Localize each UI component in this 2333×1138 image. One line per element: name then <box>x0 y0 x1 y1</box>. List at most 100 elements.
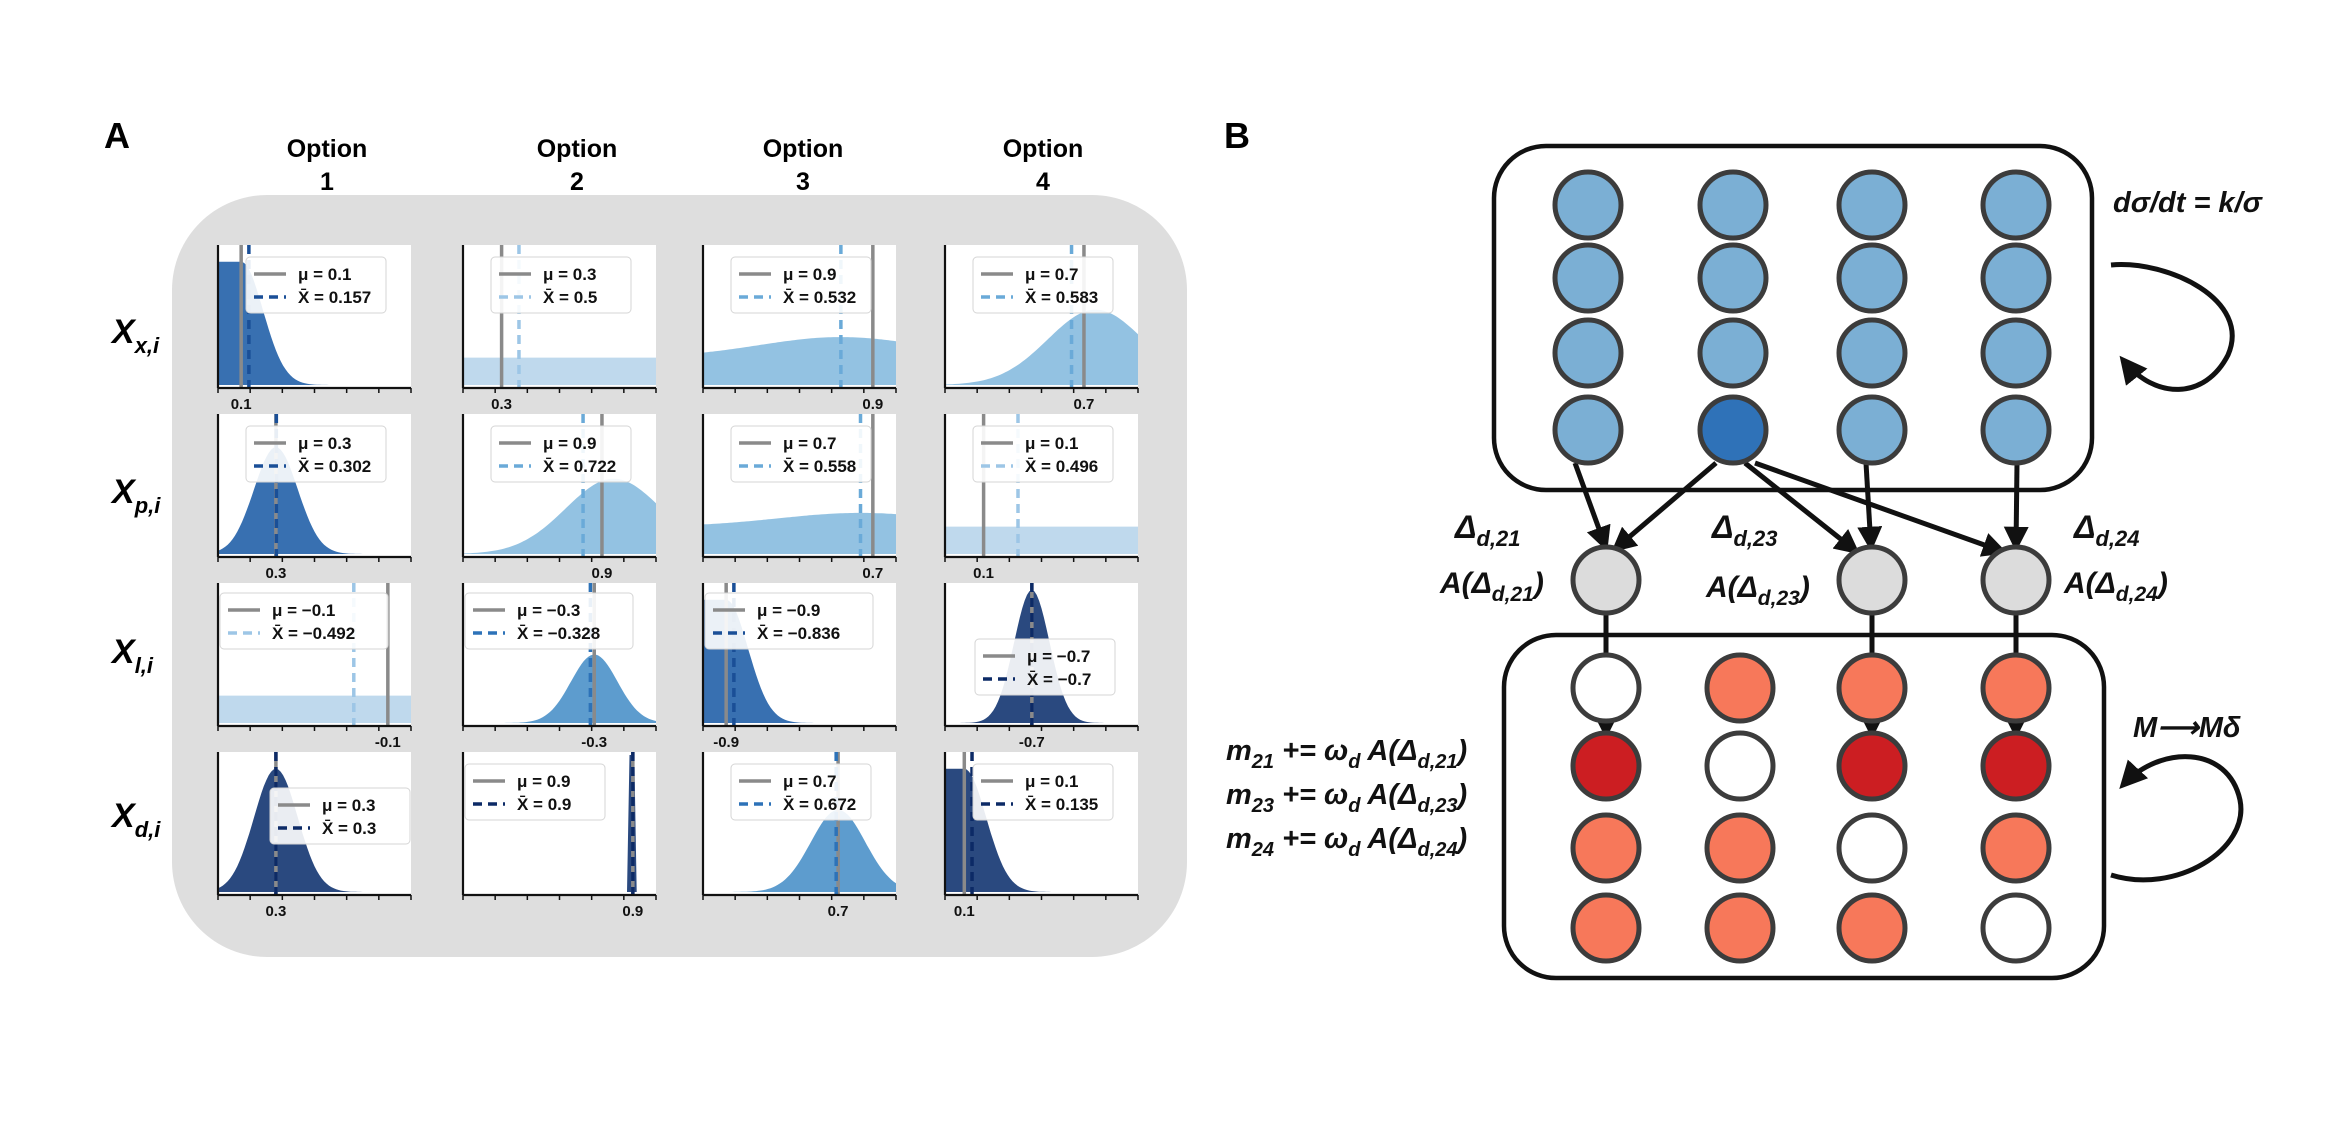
legend-box <box>974 638 1116 696</box>
distribution-cell: 0.1 μ = 0.1 X̄ = 0.135 <box>943 752 1139 920</box>
legend: μ = 0.3 X̄ = 0.3 <box>269 787 411 845</box>
top-node <box>1980 317 2052 389</box>
legend-xbar-text: X̄ = 0.157 <box>298 288 371 307</box>
legend-xbar-text: X̄ = −0.7 <box>1027 670 1091 689</box>
legend-mu-text: μ = 0.7 <box>783 434 836 453</box>
legend-xbar-text: X̄ = 0.532 <box>783 288 856 307</box>
panel-b-label: B <box>1224 115 1250 156</box>
column-header: Option 2 <box>537 135 618 196</box>
distribution-cell: 0.7 μ = 0.7 X̄ = 0.583 <box>943 245 1139 413</box>
memory-node <box>1836 812 1908 884</box>
legend-xbar-text: X̄ = 0.302 <box>298 457 371 476</box>
legend: μ = 0.9 X̄ = 0.722 <box>490 425 632 483</box>
bottom-update-rule: M⟶Mδ <box>2133 712 2241 744</box>
top-node <box>1697 242 1769 314</box>
connection-arrow <box>1754 460 2008 557</box>
legend-mu-text: μ = 0.9 <box>543 434 596 453</box>
legend: μ = −0.7 X̄ = −0.7 <box>974 638 1116 696</box>
difference-node <box>1836 544 1908 616</box>
tick-label: 0.1 <box>231 396 252 413</box>
tick-label: 0.1 <box>954 903 975 920</box>
legend-box <box>219 592 389 650</box>
top-node-grid <box>1552 169 2052 466</box>
row-labels: Xx,i Xp,i Xl,i Xd,i <box>110 313 161 842</box>
tick-label: 0.7 <box>1074 396 1095 413</box>
legend-mu-text: μ = −0.1 <box>272 601 335 620</box>
memory-node <box>1980 652 2052 724</box>
top-node <box>1836 242 1908 314</box>
column-header: Option 1 <box>287 135 368 196</box>
legend: μ = 0.7 X̄ = 0.583 <box>972 256 1114 314</box>
density-curve <box>463 478 656 554</box>
top-loop-arrow <box>2110 262 2235 392</box>
distribution-cell: 0.3 μ = 0.3 X̄ = 0.3 <box>216 752 412 920</box>
activation-labels: A(Δd,21) A(Δd,23) A(Δd,24) <box>1439 567 2168 610</box>
distribution-cell: 0.3 μ = 0.3 X̄ = 0.302 <box>216 414 412 582</box>
density-curve <box>703 809 896 892</box>
legend: μ = 0.1 X̄ = 0.496 <box>972 425 1114 483</box>
distribution-cell: -0.7 μ = −0.7 X̄ = −0.7 <box>943 583 1139 751</box>
density-curve <box>463 654 656 723</box>
tick-label: 0.9 <box>862 396 883 413</box>
density-curve <box>218 695 411 723</box>
difference-nodes <box>1570 544 2052 616</box>
memory-node <box>1704 892 1776 964</box>
top-node <box>1980 394 2052 466</box>
distribution-cell: 0.7 μ = 0.7 X̄ = 0.672 <box>701 752 897 920</box>
legend-mu-text: μ = 0.1 <box>298 265 351 284</box>
legend-box <box>490 425 632 483</box>
panel-a-label: A <box>104 115 130 156</box>
density-curve <box>945 526 1138 554</box>
tick-label: -0.3 <box>581 734 607 751</box>
tick-label: 0.1 <box>973 565 994 582</box>
distribution-cell: 0.9 μ = 0.9 X̄ = 0.722 <box>461 414 657 582</box>
memory-node <box>1980 812 2052 884</box>
memory-update-label: m23 += ωd A(Δd,23) <box>1226 779 1467 817</box>
row-label: Xd,i <box>110 797 161 842</box>
top-node <box>1836 317 1908 389</box>
column-header: Option 4 <box>1003 135 1084 196</box>
legend-box <box>245 256 387 314</box>
panel-b: B dσ/dt = k/σ M⟶Mδ Δd,21 Δd,23 Δd,24 A(Δd,… <box>1224 115 2264 981</box>
legend: μ = 0.9 X̄ = 0.9 <box>464 763 606 821</box>
column-header: Option 3 <box>763 135 844 196</box>
legend: μ = 0.3 X̄ = 0.302 <box>245 425 387 483</box>
row-label: Xl,i <box>110 633 154 678</box>
top-node <box>1980 169 2052 241</box>
panel-a-background <box>172 195 1187 957</box>
memory-update-label: m21 += ωd A(Δd,21) <box>1226 735 1467 773</box>
bottom-layer-box <box>1501 632 2107 981</box>
tick-label: 0.7 <box>828 903 849 920</box>
difference-node <box>1980 544 2052 616</box>
density-curve <box>463 357 656 385</box>
activation-label: A(Δd,21) <box>1439 567 1544 606</box>
distribution-cell: 0.1 μ = 0.1 X̄ = 0.496 <box>943 414 1139 582</box>
legend-xbar-text: X̄ = 0.9 <box>517 795 571 814</box>
distribution-cell: 0.1 μ = 0.1 X̄ = 0.157 <box>216 245 412 413</box>
legend-xbar-text: X̄ = 0.583 <box>1025 288 1098 307</box>
legend-xbar-text: X̄ = −0.328 <box>517 624 600 643</box>
legend-xbar-text: X̄ = 0.722 <box>543 457 616 476</box>
memory-node <box>1704 812 1776 884</box>
legend-mu-text: μ = 0.9 <box>517 772 570 791</box>
top-node <box>1697 169 1769 241</box>
column-headers: Option 1 Option 2 Option 3 Option 4 <box>287 135 1084 196</box>
tick-label: -0.1 <box>375 734 401 751</box>
legend-box <box>490 256 632 314</box>
legend-xbar-text: X̄ = 0.672 <box>783 795 856 814</box>
legend-mu-text: μ = 0.1 <box>1025 434 1078 453</box>
legend-box <box>464 763 606 821</box>
legend-box <box>730 256 872 314</box>
legend-xbar-text: X̄ = 0.3 <box>322 819 376 838</box>
memory-node <box>1704 652 1776 724</box>
legend: μ = 0.1 X̄ = 0.135 <box>972 763 1114 821</box>
legend-mu-text: μ = 0.3 <box>298 434 351 453</box>
connection-arrow <box>1857 462 1883 552</box>
density-curve <box>703 512 896 554</box>
tick-label: 0.9 <box>592 565 613 582</box>
legend-mu-text: μ = 0.3 <box>543 265 596 284</box>
top-layer-box <box>1491 143 2095 493</box>
